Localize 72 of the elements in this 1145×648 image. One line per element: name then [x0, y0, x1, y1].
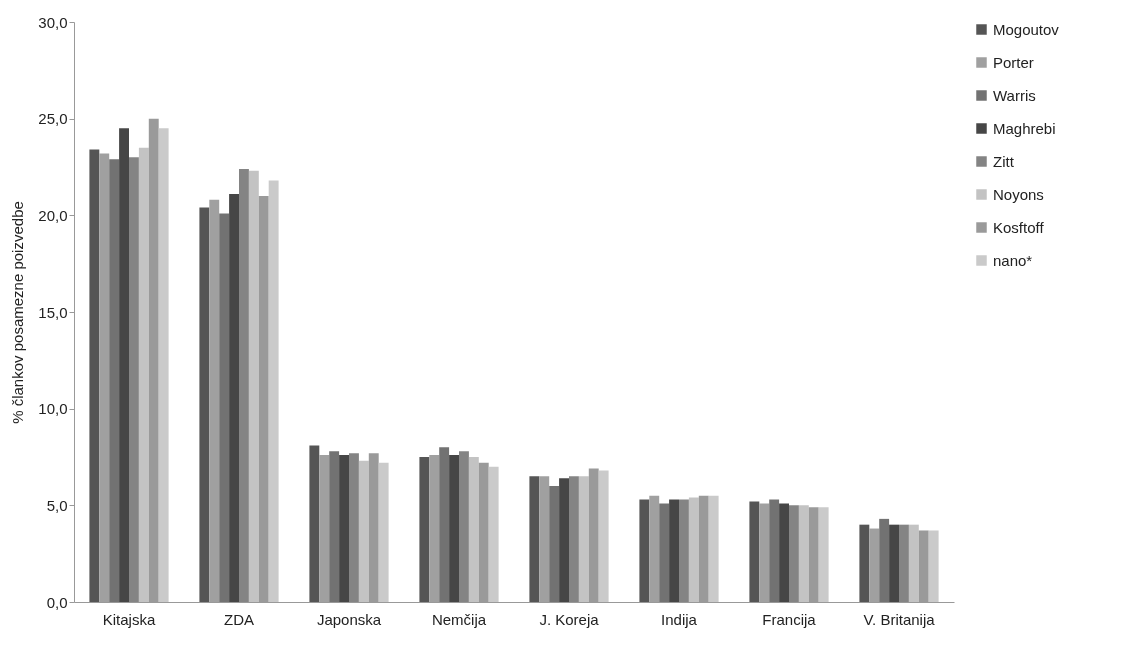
y-tick-label: 5,0 [46, 496, 68, 514]
bar [349, 453, 359, 602]
bar [339, 455, 349, 602]
bar [598, 470, 609, 602]
legend-label: Maghrebi [993, 119, 1056, 137]
legend-label: Porter [993, 53, 1034, 71]
bar [639, 499, 650, 602]
x-tick-label: Francija [762, 610, 817, 628]
bar [659, 503, 670, 602]
bar [669, 499, 679, 602]
legend-label: Kosftoff [993, 218, 1045, 236]
x-tick-label: J. Koreja [539, 610, 600, 628]
bar [879, 518, 890, 602]
bar [928, 530, 939, 602]
x-tick-label: V. Britanija [863, 610, 936, 628]
y-tick-label: 0,0 [46, 593, 68, 611]
bar [468, 457, 479, 602]
bar [889, 524, 899, 602]
bar [449, 455, 459, 602]
bar [129, 157, 139, 602]
bar [89, 149, 100, 602]
bar [769, 499, 780, 602]
y-tick-label: 10,0 [38, 400, 68, 418]
bar [138, 147, 149, 602]
bar [229, 194, 239, 602]
bar [899, 524, 909, 602]
x-tick-label: Nemčija [431, 610, 487, 628]
bar [378, 462, 389, 602]
x-tick-label: Indija [661, 610, 698, 628]
bar [569, 476, 579, 602]
x-tick-label: ZDA [224, 610, 254, 628]
bar [199, 207, 210, 602]
bar [708, 495, 719, 602]
bar [119, 128, 129, 602]
y-tick-label: 30,0 [38, 13, 68, 31]
y-axis-title: % člankov posamezne poizvedbe [9, 201, 27, 424]
bar [158, 128, 169, 602]
bar [789, 505, 799, 602]
bar [309, 445, 320, 602]
y-tick-label: 15,0 [38, 303, 68, 321]
bar [248, 170, 259, 602]
bar [578, 476, 589, 602]
bar [798, 505, 809, 602]
bar [529, 476, 540, 602]
bar [779, 503, 789, 602]
x-tick-label: Kitajska [102, 610, 156, 628]
bar [559, 478, 569, 602]
bar [818, 507, 829, 602]
bar [749, 501, 760, 602]
bar [688, 497, 699, 602]
legend-label: Warris [993, 86, 1036, 104]
bar [268, 180, 279, 602]
bar [419, 457, 430, 602]
bar [109, 159, 120, 602]
bar [908, 524, 919, 602]
bar [439, 447, 450, 602]
bar [358, 460, 369, 602]
bar [859, 524, 870, 602]
legend-label: Mogoutov [993, 20, 1060, 38]
x-tick-label: Japonska [316, 610, 382, 628]
bar [488, 466, 499, 602]
legend-label: Noyons [993, 185, 1044, 203]
bar [549, 486, 560, 602]
bar [459, 451, 469, 602]
y-tick-label: 20,0 [38, 206, 68, 224]
bar [239, 168, 249, 602]
bar [679, 499, 689, 602]
legend-label: nano* [993, 251, 1033, 269]
legend-label: Zitt [993, 152, 1015, 170]
bar [219, 213, 230, 602]
bar [329, 451, 340, 602]
y-tick-label: 25,0 [38, 110, 68, 128]
